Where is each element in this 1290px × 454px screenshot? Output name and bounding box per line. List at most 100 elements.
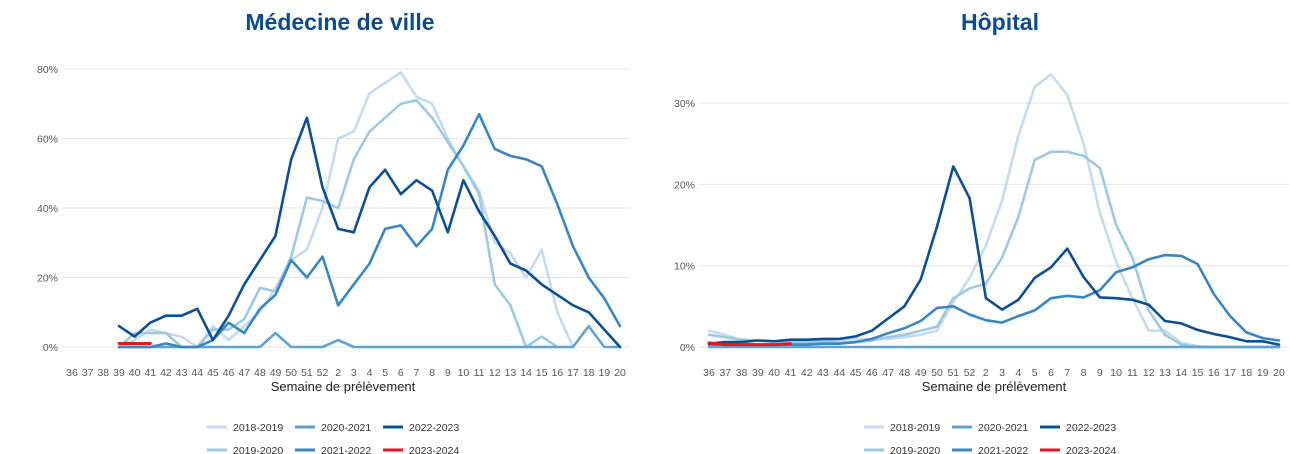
legend-item: 2020-2021 [295,422,371,434]
x-tick-label: 12 [489,367,501,379]
x-tick-label: 40 [768,367,780,379]
x-tick-label: 4 [1016,367,1022,379]
x-tick-label: 51 [301,367,313,379]
legend-item: 2021-2022 [295,445,371,454]
y-tick-label: 40% [37,203,58,215]
x-tick-label: 9 [1097,367,1103,379]
x-tick-label: 18 [583,367,595,379]
legend-item: 2020-2021 [952,422,1028,434]
legend-label: 2019-2020 [233,445,283,454]
x-tick-label: 42 [801,367,813,379]
series-line-2018-2019 [707,73,1281,349]
x-tick-label: 15 [1192,367,1204,379]
series-line-2021-2022 [707,253,1281,346]
legend-item: 2019-2020 [207,445,283,454]
x-tick-label: 51 [947,367,959,379]
x-tick-label: 38 [97,367,109,379]
x-tick-label: 8 [1081,367,1087,379]
x-tick-label: 5 [382,367,388,379]
x-tick-label: 16 [1208,367,1220,379]
x-tick-label: 45 [207,367,219,379]
legend-label: 2022-2023 [1066,422,1116,434]
x-tick-label: 36 [703,367,715,379]
legend-item: 2021-2022 [952,445,1028,454]
x-tick-label: 7 [414,367,420,379]
legend-item: 2018-2019 [207,422,283,434]
x-tick-label: 47 [882,367,894,379]
legend-item: 2023-2024 [383,445,459,454]
legend-item: 2022-2023 [383,422,459,434]
y-tick-label: 20% [37,273,58,285]
x-tick-label: 16 [552,367,564,379]
x-tick-label: 44 [191,367,203,379]
x-tick-label: 50 [931,367,943,379]
x-tick-label: 17 [1224,367,1236,379]
y-tick-label: 30% [674,98,695,110]
x-tick-label: 7 [1064,367,1070,379]
x-tick-label: 3 [999,367,1005,379]
x-tick-label: 37 [82,367,94,379]
x-tick-label: 11 [474,367,485,379]
x-tick-label: 46 [223,367,235,379]
x-tick-label: 48 [254,367,266,379]
x-axis-label: Semaine de prélèvement [271,379,416,394]
chart-title: Médecine de ville [245,9,434,35]
x-tick-label: 41 [144,367,156,379]
x-tick-label: 46 [866,367,878,379]
x-tick-label: 17 [567,367,579,379]
x-axis-label: Semaine de prélèvement [922,379,1067,394]
chart-title: Hôpital [961,9,1039,35]
x-tick-label: 10 [458,367,470,379]
x-tick-label: 4 [367,367,373,379]
x-tick-label: 19 [1257,367,1269,379]
x-tick-label: 43 [817,367,829,379]
legend-item: 2022-2023 [1040,422,1116,434]
legend-label: 2023-2024 [409,445,459,454]
x-tick-label: 36 [66,367,78,379]
legend-label: 2020-2021 [978,422,1028,434]
legend-label: 2018-2019 [233,422,283,434]
x-tick-label: 44 [833,367,845,379]
x-tick-label: 18 [1241,367,1253,379]
x-tick-label: 2 [983,367,989,379]
x-tick-label: 9 [445,367,451,379]
x-tick-label: 39 [113,367,125,379]
x-tick-label: 49 [915,367,927,379]
y-tick-label: 0% [43,342,58,354]
x-tick-label: 45 [850,367,862,379]
x-tick-label: 11 [1127,367,1138,379]
legend-item: 2018-2019 [864,422,940,434]
legend-label: 2021-2022 [321,445,371,454]
x-tick-label: 52 [964,367,976,379]
x-tick-label: 40 [129,367,141,379]
x-tick-label: 48 [899,367,911,379]
x-tick-label: 38 [736,367,748,379]
x-tick-label: 47 [238,367,250,379]
x-tick-label: 14 [1175,367,1187,379]
legend-label: 2019-2020 [890,445,940,454]
x-tick-label: 20 [1273,367,1285,379]
y-tick-label: 20% [674,179,695,191]
legend-label: 2018-2019 [890,422,940,434]
x-tick-label: 37 [719,367,731,379]
x-tick-label: 52 [317,367,329,379]
x-tick-label: 14 [520,367,532,379]
legend-label: 2023-2024 [1066,445,1116,454]
chart-hopital: Hôpital 0%10%20%30% 36 37 38 39 40 41 42 43 44 45… [674,9,1289,454]
legend-label: 2020-2021 [321,422,371,434]
chart-medecine-de-ville: Médecine de ville 0%20%40%60%80% 36 37 38 3… [37,9,630,454]
x-tick-label: 6 [1048,367,1054,379]
x-tick-label: 10 [1110,367,1122,379]
y-tick-label: 60% [37,134,58,146]
series-line-2019-2020 [707,150,1281,349]
series-line-2021-2022 [117,112,622,349]
x-tick-label: 43 [176,367,188,379]
x-tick-label: 3 [351,367,357,379]
x-tick-label: 19 [598,367,610,379]
series-line-2023-2024 [707,341,792,347]
x-tick-label: 49 [270,367,282,379]
legend-label: 2021-2022 [978,445,1028,454]
series-line-2022-2023 [707,165,1281,346]
x-tick-label: 20 [614,367,626,379]
